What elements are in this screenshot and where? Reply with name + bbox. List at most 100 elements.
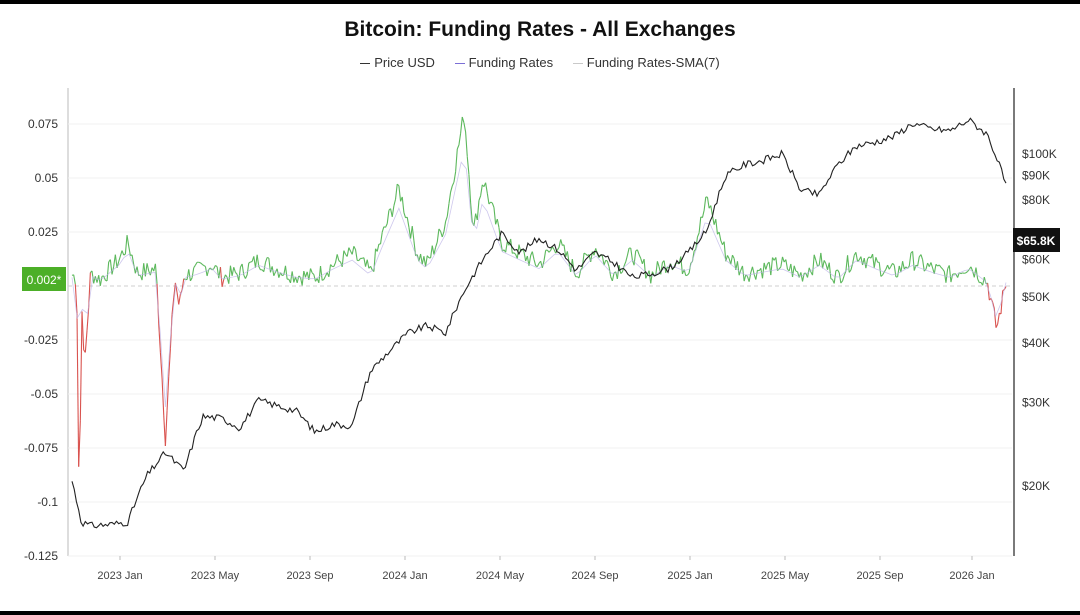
funding-segment-negative: [171, 297, 175, 315]
funding-segment-positive: [188, 269, 191, 281]
funding-segment-positive: [887, 264, 890, 270]
funding-segment-positive: [425, 255, 428, 267]
funding-segment-positive: [268, 257, 272, 273]
funding-segment-positive: [273, 271, 276, 276]
funding-segment-positive: [790, 263, 794, 278]
funding-segment-positive: [663, 260, 667, 273]
legend-item-price[interactable]: Price USD: [360, 55, 435, 70]
funding-segment-positive: [289, 271, 293, 284]
funding-segment-positive: [648, 270, 652, 284]
funding-segment-positive: [343, 250, 347, 255]
current-funding-badge: [22, 267, 66, 291]
current-price-label: $65.8K: [1017, 234, 1056, 248]
funding-segment-positive: [813, 254, 817, 261]
funding-segment-positive: [398, 185, 402, 202]
funding-segment-positive: [493, 207, 497, 225]
funding-segment-negative: [166, 376, 170, 411]
y-left-tick-label: -0.125: [24, 549, 58, 563]
funding-segment-positive: [191, 267, 195, 278]
funding-segment-positive: [743, 274, 747, 282]
legend-item-funding-rates[interactable]: Funding Rates: [454, 55, 553, 70]
legend-label-price: Price USD: [374, 55, 435, 70]
funding-segment-positive: [458, 133, 462, 145]
funding-segment-positive: [229, 265, 233, 276]
funding-segment-positive: [660, 262, 663, 275]
funding-segment-positive: [411, 226, 415, 241]
funding-segment-positive: [203, 265, 206, 267]
funding-segment-negative: [78, 420, 81, 467]
funding-segment-positive: [308, 268, 312, 280]
y-left-tick-label: -0.1: [37, 495, 58, 509]
funding-segment-positive: [543, 250, 547, 261]
funding-segment-positive: [436, 228, 440, 243]
funding-segment-positive: [533, 259, 537, 266]
funding-segment-positive: [505, 241, 508, 253]
funding-segment-positive: [640, 258, 643, 264]
funding-segment-positive: [778, 266, 782, 270]
funding-segment-positive: [933, 264, 937, 274]
funding-segment-positive: [438, 228, 442, 232]
funding-segment-positive: [213, 265, 216, 270]
y-left-tick-label: -0.025: [24, 333, 58, 347]
funding-segment-positive: [106, 261, 110, 282]
chart-frame: [0, 4, 1080, 611]
funding-segment-negative: [164, 410, 168, 447]
y-right-tick-label: $50K: [1022, 290, 1050, 304]
funding-segment-positive: [488, 201, 492, 205]
funding-segment-negative: [1000, 290, 1004, 315]
funding-segment-positive: [718, 231, 722, 241]
funding-segment-negative: [176, 292, 180, 305]
funding-segment-positive: [450, 185, 453, 193]
funding-segment-positive: [785, 259, 789, 270]
y-right-tick-label: $30K: [1022, 395, 1050, 409]
funding-segment-positive: [878, 262, 882, 277]
funding-segment-negative: [987, 283, 990, 301]
funding-segment-positive: [258, 266, 261, 271]
funding-segment-positive: [755, 269, 759, 280]
x-tick-label: 2025 Jan: [667, 570, 712, 582]
funding-segment-positive: [330, 264, 333, 267]
funding-segment-positive: [962, 272, 965, 274]
funding-segment-positive: [630, 247, 633, 261]
funding-segment-positive: [266, 256, 269, 259]
funding-segment-positive: [445, 216, 448, 222]
funding-segment-positive: [847, 255, 850, 273]
funding-segment-positive: [605, 259, 608, 262]
funding-segment-positive: [248, 261, 251, 264]
funding-segment-negative: [81, 311, 85, 350]
y-right-tick-label: $90K: [1022, 169, 1050, 183]
funding-segment-positive: [800, 272, 804, 282]
funding-segment-positive: [920, 254, 924, 260]
funding-segment-positive: [977, 278, 980, 283]
funding-segment-positive: [141, 263, 145, 281]
funding-segment-positive: [468, 174, 472, 203]
funding-segment-positive: [780, 256, 784, 267]
funding-segment-positive: [391, 205, 395, 217]
funding-segment-positive: [124, 235, 128, 255]
funding-segment-positive: [550, 246, 553, 251]
funding-segment-positive: [490, 201, 493, 204]
funding-segment-positive: [443, 221, 447, 232]
funding-segment-negative: [84, 330, 88, 353]
funding-segment-positive: [536, 263, 540, 267]
funding-segment-positive: [198, 261, 201, 264]
funding-segment-positive: [852, 255, 855, 265]
funding-segment-positive: [720, 240, 723, 245]
funding-segment-positive: [580, 267, 583, 271]
y-left-tick-label: 0.075: [28, 117, 58, 131]
funding-segment-positive: [334, 254, 338, 263]
funding-segment-positive: [370, 266, 373, 271]
funding-segment-positive: [703, 196, 707, 211]
funding-segment-positive: [606, 260, 610, 267]
funding-segment-positive: [835, 269, 838, 272]
funding-segment-positive: [354, 249, 358, 261]
funding-segment-positive: [761, 262, 765, 279]
legend-item-funding-sma[interactable]: Funding Rates-SMA(7): [572, 55, 720, 70]
funding-segment-positive: [541, 260, 545, 268]
funding-segment-positive: [278, 272, 282, 278]
funding-segment-positive: [902, 261, 905, 270]
funding-segment-positive: [581, 253, 585, 268]
legend-label-funding-sma: Funding Rates-SMA(7): [586, 55, 720, 70]
funding-segment-positive: [119, 250, 123, 257]
